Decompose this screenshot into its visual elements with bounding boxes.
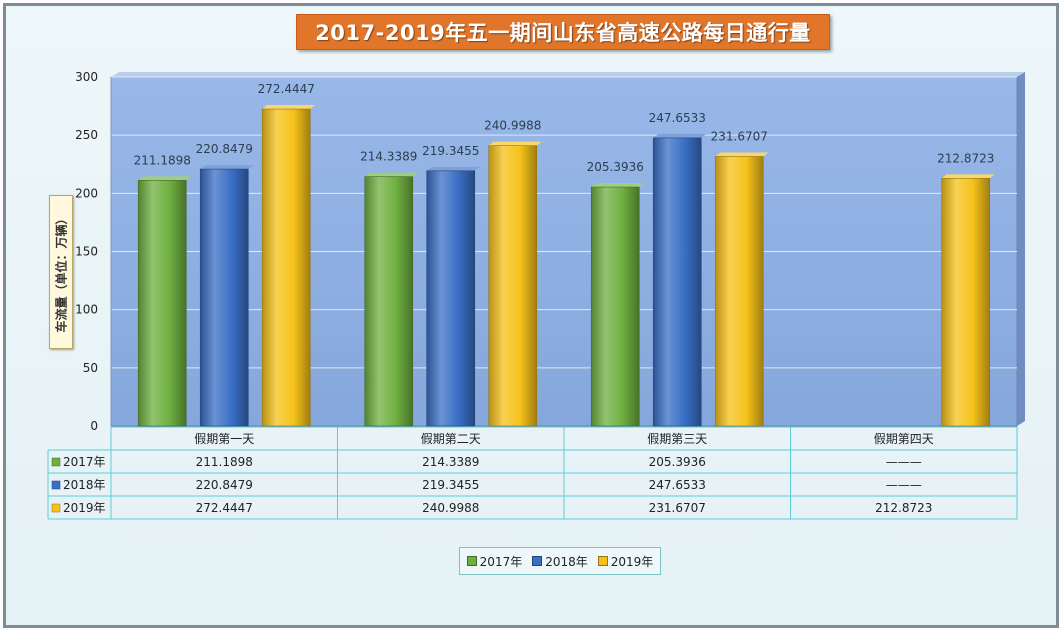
bar (137, 180, 187, 427)
table-cell: ——— (886, 455, 922, 469)
table-row-swatch (51, 480, 61, 490)
data-label: 272.4447 (258, 82, 315, 96)
table-cell: 220.8479 (196, 478, 253, 492)
bar (652, 137, 702, 427)
data-label: 211.1898 (134, 153, 191, 167)
y-axis-label-box: 车流量（单位：万辆） (49, 195, 73, 349)
data-label: 240.9988 (484, 119, 541, 133)
category-label: 假期第二天 (421, 432, 481, 446)
bar-cap (364, 172, 418, 177)
chart-title-box: 2017-2019年五一期间山东省高速公路每日通行量 (296, 14, 830, 50)
bar (714, 156, 764, 427)
legend-swatch-2018 (532, 556, 543, 566)
table-cell: ——— (886, 478, 922, 492)
y-tick-label: 0 (90, 419, 98, 433)
data-label: 205.3936 (587, 160, 644, 174)
table-cell: 240.9988 (422, 501, 479, 515)
bar-cap (653, 133, 707, 138)
bar-cap (488, 141, 542, 146)
table-cell: 212.8723 (875, 501, 932, 515)
table-row-swatch (51, 457, 61, 467)
legend: 2017年 2018年 2019年 (459, 547, 661, 575)
table-cell: 247.6533 (649, 478, 706, 492)
legend-item-2019: 2019年 (597, 553, 654, 570)
table-row-label: 2018年 (63, 478, 106, 492)
y-tick-label: 300 (75, 70, 98, 84)
y-tick-label: 50 (83, 361, 98, 375)
data-label: 214.3389 (360, 150, 417, 164)
data-label: 219.3455 (422, 144, 479, 158)
table-cell: 214.3389 (422, 455, 479, 469)
table-cell: 231.6707 (649, 501, 706, 515)
y-tick-label: 200 (75, 186, 98, 200)
legend-item-2017: 2017年 (466, 553, 523, 570)
table-row-label: 2019年 (63, 501, 106, 515)
legend-label-2018: 2018年 (545, 554, 588, 569)
legend-swatch-2017 (466, 556, 477, 566)
bar-cap (941, 174, 995, 179)
legend-swatch-2019 (597, 556, 608, 566)
table-cell: 272.4447 (196, 501, 253, 515)
legend-label-2019: 2019年 (610, 554, 654, 569)
category-label: 假期第四天 (874, 432, 934, 446)
legend-item-2018: 2018年 (532, 553, 588, 570)
bar (488, 145, 538, 427)
category-label: 假期第三天 (647, 432, 707, 446)
table-row-swatch (51, 503, 61, 513)
plot-top-bevel (111, 72, 1025, 77)
legend-label-2017: 2017年 (479, 554, 523, 569)
bar (941, 178, 991, 427)
data-label: 220.8479 (196, 142, 253, 156)
bar-cap (138, 176, 192, 181)
bar (364, 176, 414, 427)
y-axis-label: 车流量（单位：万辆） (54, 211, 69, 333)
table-cell: 211.1898 (196, 455, 253, 469)
bar (590, 186, 640, 427)
table-row-label: 2017年 (63, 455, 106, 469)
chart-title: 2017-2019年五一期间山东省高速公路每日通行量 (315, 21, 811, 45)
data-label: 231.6707 (711, 129, 768, 143)
plot-right-bevel (1017, 72, 1025, 426)
bar-cap (715, 152, 769, 157)
bar-cap (200, 165, 254, 170)
bar (426, 170, 476, 427)
y-tick-label: 250 (75, 128, 98, 142)
table-cell: 219.3455 (422, 478, 479, 492)
data-label: 212.8723 (937, 151, 994, 165)
bar-cap (262, 105, 316, 110)
table-cell: 205.3936 (649, 455, 706, 469)
category-label: 假期第一天 (194, 432, 254, 446)
y-tick-label: 100 (75, 303, 98, 317)
bar-cap (591, 183, 645, 188)
y-tick-label: 150 (75, 245, 98, 259)
data-label: 247.6533 (649, 111, 706, 125)
bar (261, 108, 311, 427)
bar (199, 168, 249, 427)
bar-cap (426, 166, 480, 171)
